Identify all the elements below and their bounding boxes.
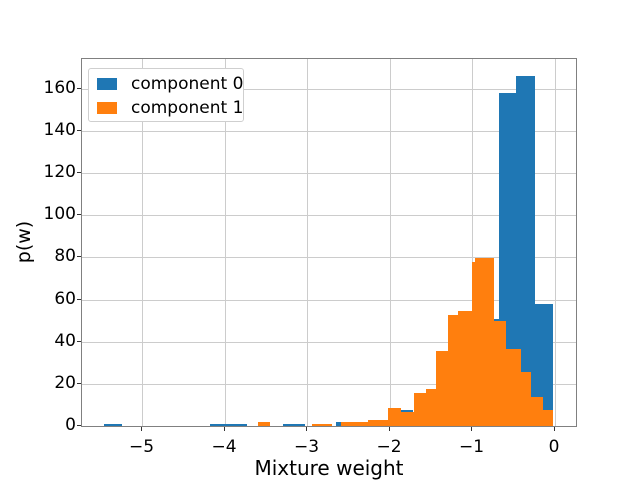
y-tick-label-40: 40	[54, 330, 76, 351]
gridline-x--4	[224, 59, 226, 426]
gridline-y-100	[82, 215, 576, 217]
y-tick-60	[77, 298, 81, 300]
x-tick-label--2: −2	[376, 437, 402, 457]
gridline-x--2	[389, 59, 391, 426]
gridline-y-60	[82, 299, 576, 301]
hist-bar-component-1-1	[312, 424, 333, 426]
x-tick--2	[388, 427, 390, 431]
hist-bar-component-1-14	[506, 348, 521, 426]
x-axis-label: Mixture weight	[254, 456, 404, 480]
y-axis-label: p(w)	[13, 220, 35, 264]
x-tick-0	[553, 427, 555, 431]
y-tick-0	[77, 425, 81, 427]
gridline-x-0	[554, 59, 556, 426]
hist-bar-component-1-15	[520, 371, 531, 426]
legend-label-component-1: component 1	[131, 98, 244, 118]
hist-bar-component-0-8	[516, 76, 536, 426]
hist-bar-component-0-2	[228, 424, 248, 426]
hist-bar-component-1-11	[472, 262, 476, 426]
legend-label-component-0: component 0	[131, 74, 244, 94]
legend-item-component-1: component 1	[97, 96, 243, 120]
x-tick--4	[223, 427, 225, 431]
x-tick-label--3: −3	[293, 437, 320, 457]
hist-bar-component-1-12	[475, 257, 494, 426]
x-tick--1	[471, 427, 472, 431]
gridline-y-40	[82, 341, 576, 343]
y-tick-120	[77, 171, 81, 173]
hist-bar-component-1-4	[388, 407, 401, 426]
hist-bar-component-1-5	[400, 411, 414, 426]
gridline-y-80	[82, 257, 576, 259]
gridline-y-0	[82, 426, 576, 427]
gridline-x--5	[142, 59, 143, 426]
hist-bar-component-1-16	[530, 397, 544, 426]
plot-area	[81, 58, 577, 427]
y-tick-140	[77, 129, 81, 131]
hist-bar-component-1-17	[543, 409, 553, 426]
y-tick-100	[77, 214, 81, 216]
y-tick-20	[77, 382, 81, 384]
hist-bar-component-1-9	[447, 314, 458, 426]
gridline-y-20	[82, 383, 576, 385]
legend-swatch-component-0	[97, 78, 117, 90]
hist-bar-component-1-2	[341, 422, 368, 426]
gridline-y-140	[82, 130, 576, 132]
hist-bar-component-0-9	[535, 304, 553, 426]
x-tick-label--5: −5	[128, 437, 155, 457]
hist-bar-component-1-3	[367, 420, 389, 426]
hist-bar-component-1-7	[425, 388, 437, 426]
y-tick-label-100: 100	[43, 204, 76, 225]
legend-swatch-component-1	[97, 102, 117, 114]
y-tick-label-120: 120	[43, 161, 76, 182]
y-tick-label-20: 20	[54, 372, 76, 393]
gridline-y-160	[82, 88, 576, 90]
x-tick-label-0: 0	[548, 437, 560, 457]
hist-bar-component-1-10	[457, 310, 473, 426]
hist-bar-component-1-13	[493, 321, 507, 426]
x-tick--3	[306, 427, 307, 431]
y-tick-label-60: 60	[54, 288, 76, 309]
hist-bar-component-0-1	[210, 424, 229, 426]
gridline-x--1	[472, 59, 473, 426]
legend-item-component-0: component 0	[97, 72, 243, 96]
y-tick-40	[77, 340, 81, 342]
gridline-y-120	[82, 172, 576, 174]
hist-bar-component-1-0	[258, 422, 271, 426]
y-tick-80	[77, 256, 81, 258]
hist-bar-component-1-8	[436, 350, 448, 426]
y-tick-label-80: 80	[54, 246, 76, 267]
y-tick-label-140: 140	[43, 119, 76, 140]
x-tick-label--1: −1	[458, 437, 485, 457]
x-tick--5	[141, 427, 142, 431]
gridline-x--3	[307, 59, 308, 426]
x-tick-label--4: −4	[211, 437, 237, 457]
y-tick-160	[77, 87, 81, 89]
hist-bar-component-1-6	[413, 392, 426, 426]
hist-bar-component-0-0	[103, 424, 122, 426]
y-tick-label-160: 160	[43, 77, 76, 98]
legend: component 0 component 1	[88, 68, 244, 122]
hist-bar-component-0-3	[282, 424, 306, 426]
y-tick-label-0: 0	[65, 415, 76, 436]
